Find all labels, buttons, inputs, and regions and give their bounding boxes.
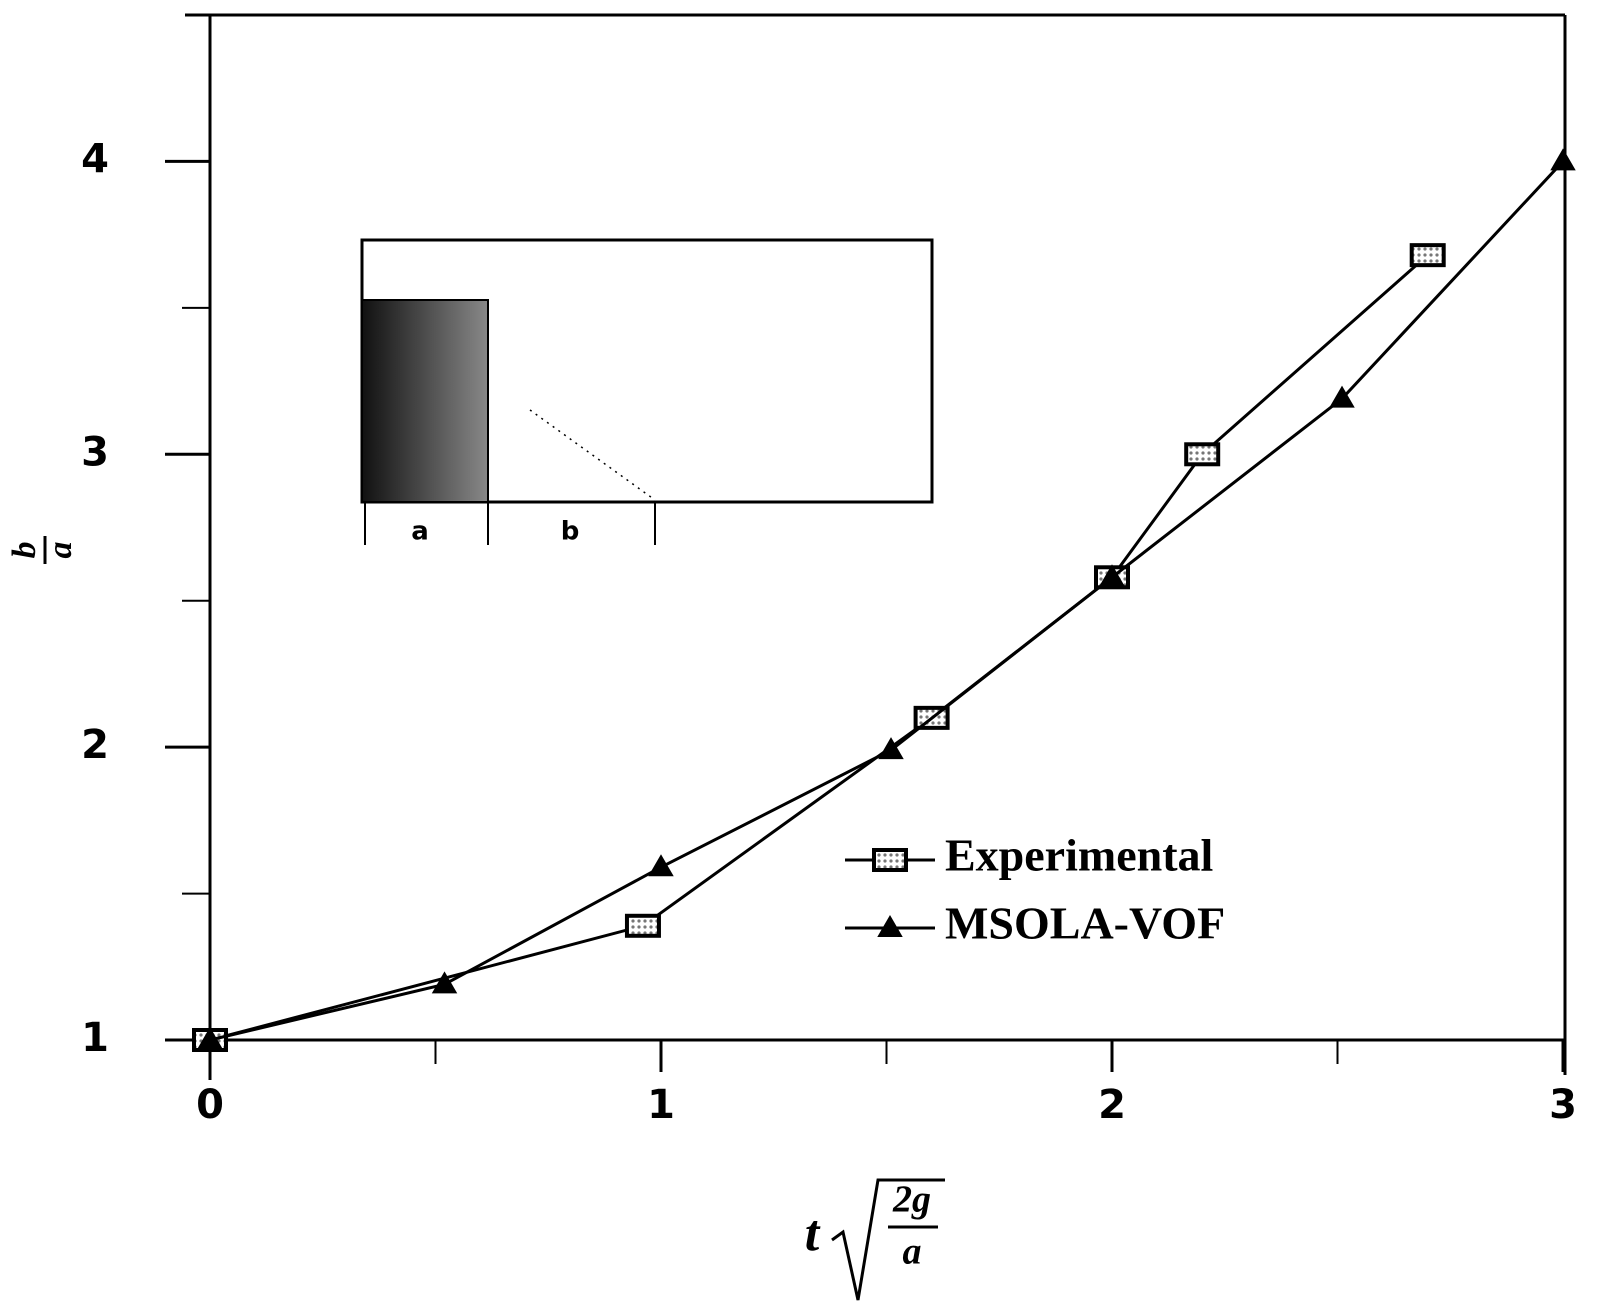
x-tick-label: 2 [1098, 1082, 1126, 1128]
inset-diagram: a b [360, 238, 934, 547]
plot-frame [165, 13, 1567, 1080]
legend-label: Experimental [945, 830, 1213, 881]
marker-square [1184, 442, 1221, 467]
y-tick-label: 3 [81, 429, 109, 475]
x-label-denominator: a [903, 1231, 922, 1273]
inset-label: b [561, 517, 580, 547]
marker-triangle [878, 737, 904, 760]
marker-triangle [648, 854, 674, 877]
y-tick-label: 1 [81, 1015, 109, 1061]
legend-label: MSOLA-VOF [945, 898, 1225, 949]
legend-marker [872, 848, 908, 872]
x-label-numerator: 2g [892, 1179, 931, 1221]
series-line [209, 160, 1565, 1042]
marker-triangle [1329, 385, 1355, 408]
marker-square [624, 913, 661, 938]
series [209, 160, 1565, 1042]
x-axis-title: t 2g a [805, 1178, 945, 1301]
y-tick-label: 4 [81, 136, 109, 182]
y-label-denominator: a [42, 542, 79, 559]
marker-triangle [1099, 564, 1125, 587]
marker-triangle [197, 1027, 223, 1049]
marker-triangle [431, 971, 458, 994]
x-label-variable: t [805, 1205, 821, 1262]
x-tick-label: 1 [647, 1082, 675, 1128]
x-tick-label: 0 [196, 1082, 224, 1128]
legend-marker [877, 915, 903, 937]
marker-square [1409, 243, 1446, 268]
y-axis-title: b a [6, 536, 79, 564]
y-tick-label: 2 [81, 722, 109, 768]
x-tick-label: 3 [1549, 1082, 1577, 1128]
marker-triangle [1550, 148, 1576, 171]
inset-label: a [411, 517, 429, 547]
y-label-numerator: b [6, 542, 43, 559]
